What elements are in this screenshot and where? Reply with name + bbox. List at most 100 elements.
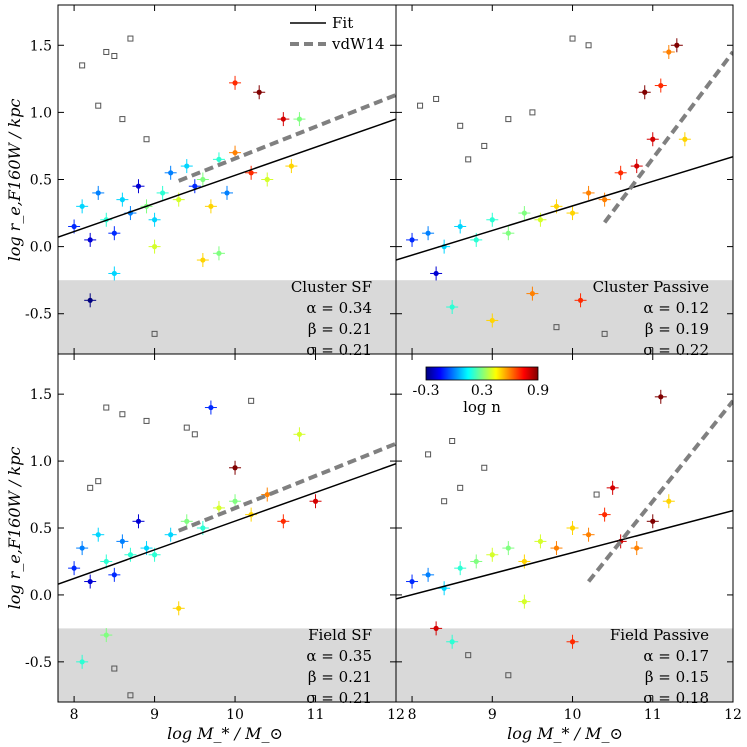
data-point	[602, 197, 608, 203]
vdw14-line	[603, 50, 733, 224]
data-point	[200, 525, 206, 531]
fit-line	[58, 118, 396, 238]
outlier-marker	[103, 404, 110, 411]
data-point	[200, 176, 206, 183]
y-tick-label: -0.5	[25, 655, 52, 671]
data-point	[160, 190, 166, 196]
fit-line	[396, 509, 733, 600]
sigma-label: σ = 0.21	[306, 689, 372, 707]
data-point	[658, 394, 664, 400]
outlier-marker	[553, 324, 560, 331]
data-point	[143, 545, 150, 551]
y-tick-label: 0.5	[30, 521, 52, 537]
colorbar-tick-min: -0.3	[413, 383, 440, 399]
sigma-label: σ = 0.21	[306, 341, 372, 359]
outlier-marker	[143, 417, 150, 424]
data-point	[111, 572, 117, 578]
data-point	[216, 250, 222, 256]
data-point	[232, 80, 238, 86]
data-point	[280, 116, 286, 122]
data-point	[232, 150, 238, 156]
data-point	[232, 498, 238, 504]
data-point	[119, 197, 125, 203]
legend-vdw14-label: vdW14	[331, 35, 385, 53]
alpha-label: α = 0.17	[643, 647, 709, 665]
data-point	[312, 498, 319, 504]
data-point	[151, 217, 158, 223]
data-point	[87, 297, 93, 303]
data-point	[224, 190, 230, 196]
outlier-marker	[441, 498, 448, 505]
x-tick-label: 10	[564, 707, 582, 723]
alpha-label: α = 0.12	[643, 299, 709, 317]
outlier-marker	[119, 116, 126, 123]
data-point	[71, 223, 77, 230]
data-point	[682, 136, 688, 142]
colorbar-label: log n	[463, 398, 501, 416]
x-tick-label: 11	[307, 707, 325, 723]
colorbar-tick-mid: 0.3	[471, 383, 493, 399]
data-point	[280, 518, 286, 524]
y-tick-label: 0.5	[30, 173, 52, 189]
outlier-marker	[457, 122, 464, 129]
x-tick-label: 12	[724, 707, 742, 723]
outlier-marker	[481, 142, 488, 149]
legend-fit-label: Fit	[332, 14, 353, 32]
outlier-marker	[481, 464, 488, 471]
data-point	[151, 552, 158, 558]
colorbar: -0.3 0.3 0.9 log n	[413, 366, 549, 416]
data-point	[409, 237, 415, 243]
outlier-marker	[95, 478, 102, 485]
data-point	[489, 317, 495, 324]
data-point	[569, 210, 576, 216]
outlier-marker	[127, 692, 134, 699]
data-point	[264, 176, 270, 183]
outlier-marker	[111, 53, 118, 60]
data-point	[650, 518, 656, 524]
data-point	[634, 163, 640, 169]
vdw14-line	[177, 441, 396, 533]
panel-title: Field SF	[308, 626, 372, 644]
vdw14-line	[177, 93, 396, 183]
outlier-marker	[601, 330, 608, 337]
x-tick-label: 9	[150, 707, 159, 723]
outlier-marker	[191, 431, 198, 438]
beta-label: β = 0.21	[308, 668, 372, 686]
data-point	[79, 203, 85, 209]
data-point	[111, 230, 117, 236]
data-point	[232, 465, 238, 471]
data-point	[135, 183, 142, 189]
data-point	[537, 217, 544, 223]
data-point	[602, 512, 608, 518]
data-point	[521, 599, 527, 605]
outlier-marker	[119, 411, 126, 418]
y-axis-title-top: log r_e,F160W / kpc	[5, 99, 24, 262]
panel-field-passive	[396, 389, 733, 702]
data-point	[151, 244, 158, 250]
x-tick-label: 8	[70, 707, 79, 723]
outlier-marker	[183, 424, 190, 431]
x-tick-label: 8	[408, 707, 417, 723]
y-axis-title-bottom: log r_e,F160W / kpc	[5, 447, 24, 610]
outlier-marker	[529, 109, 536, 116]
data-point	[409, 578, 415, 585]
y-tick-label: 1.5	[30, 38, 52, 54]
x-tick-label: 10	[226, 707, 244, 723]
beta-label: β = 0.15	[645, 668, 709, 686]
data-point	[425, 230, 431, 236]
data-point	[449, 639, 455, 645]
data-point	[192, 183, 198, 189]
data-point	[674, 42, 680, 48]
outlier-marker	[87, 484, 94, 491]
data-point	[208, 203, 214, 209]
data-point	[200, 257, 206, 263]
legend: Fit vdW14	[290, 14, 385, 53]
data-point	[168, 532, 174, 538]
data-point	[666, 498, 672, 504]
data-point	[79, 545, 85, 551]
outlier-marker	[569, 35, 576, 42]
data-point	[585, 532, 592, 538]
outlier-marker	[465, 652, 472, 659]
data-point	[208, 404, 214, 411]
